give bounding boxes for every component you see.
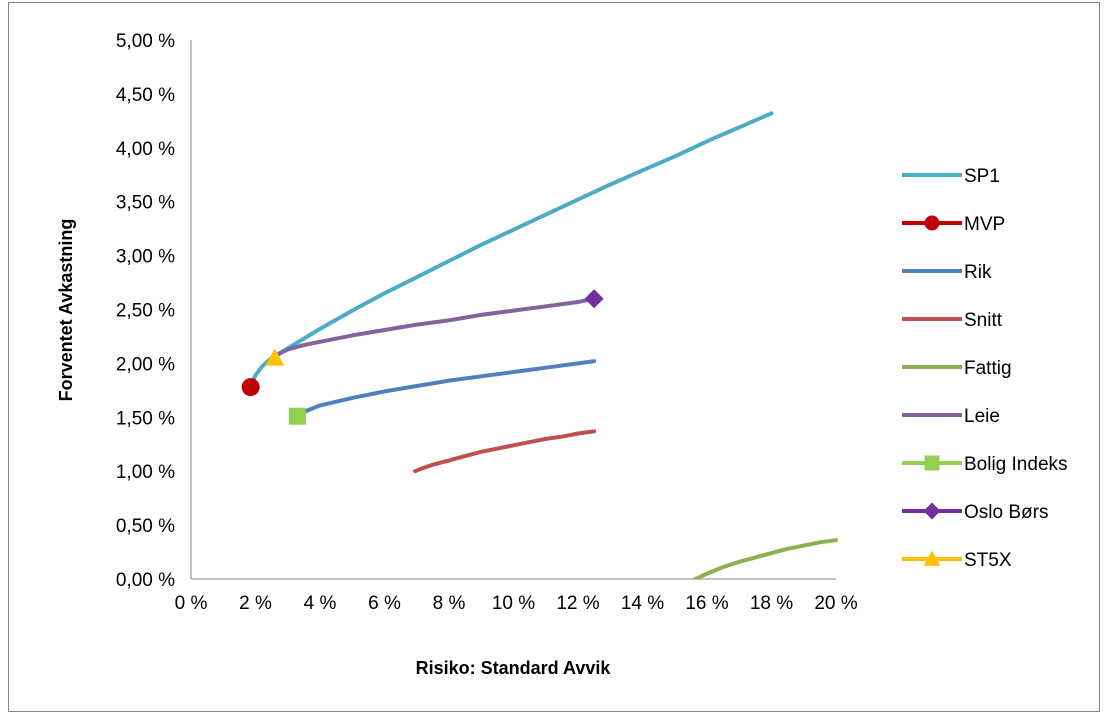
legend-label-st5x: ST5X (964, 550, 1012, 571)
x-tick-label: 12 % (556, 593, 599, 614)
y-tick-label: 4,50 % (116, 85, 175, 106)
x-tick-label: 10 % (492, 593, 535, 614)
series-line-leie (272, 296, 597, 359)
x-axis-title: Risiko: Standard Avvik (416, 658, 612, 678)
series-line-sp1 (248, 111, 774, 390)
x-tick-label: 0 % (175, 593, 208, 614)
y-tick-label: 2,50 % (116, 301, 175, 322)
y-tick-label: 1,00 % (116, 462, 175, 483)
legend-label-oslo-b-rs: Oslo Børs (964, 502, 1048, 523)
x-tick-label: 16 % (685, 593, 728, 614)
x-tick-label: 20 % (814, 593, 857, 614)
legend-label-fattig: Fattig (964, 358, 1012, 379)
legend-label-snitt: Snitt (964, 310, 1003, 331)
x-tick-label: 18 % (750, 593, 793, 614)
tick-labels: 0 % 2 % 4 % 6 % 8 % 10 % 12 % 14 % 16 % 18 % 20 % 0… (116, 31, 858, 614)
y-tick-label: 5,00 % (116, 31, 175, 52)
y-tick-label: 3,50 % (116, 193, 175, 214)
marker-bolig-indeks (288, 407, 306, 425)
marker-mvp (241, 378, 260, 397)
series-line-rik (295, 359, 597, 419)
marker-st5x (265, 348, 285, 366)
y-tick-label: 0,00 % (116, 570, 175, 591)
x-tick-label: 8 % (433, 593, 466, 614)
legend: SP1 MVP Rik Snitt Fattig Leie Bolig Indeks Oslo… (902, 166, 1068, 571)
y-tick-label: 4,00 % (116, 139, 175, 160)
legend-marker-mvp (924, 215, 940, 231)
legend-marker-st5x (923, 550, 941, 566)
legend-label-sp1: SP1 (964, 166, 1000, 187)
legend-label-leie: Leie (964, 406, 1000, 427)
legend-label-mvp: MVP (964, 214, 1005, 235)
marker-oslo-b-rs (584, 289, 604, 309)
series (241, 111, 838, 579)
y-tick-label: 3,00 % (116, 247, 175, 268)
x-tick-label: 6 % (368, 593, 401, 614)
chart-svg: 0 % 2 % 4 % 6 % 8 % 10 % 12 % 14 % 16 % 18 % 20 % 0… (56, 31, 1068, 678)
legend-marker-oslo-b-rs (923, 502, 941, 520)
series-line-fattig (690, 538, 838, 579)
y-tick-label: 0,50 % (116, 516, 175, 537)
legend-label-bolig-indeks: Bolig Indeks (964, 454, 1068, 475)
x-tick-label: 4 % (304, 593, 337, 614)
series-line-snitt (413, 429, 597, 474)
x-tick-label: 2 % (239, 593, 272, 614)
legend-label-rik: Rik (964, 262, 992, 283)
x-tick-label: 14 % (621, 593, 664, 614)
y-tick-label: 1,50 % (116, 408, 175, 429)
axes (190, 40, 836, 580)
y-axis-title: Forventet Avkastning (56, 219, 76, 402)
chart-area: 0 % 2 % 4 % 6 % 8 % 10 % 12 % 14 % 16 % 18 % 20 % 0… (8, 2, 1100, 712)
y-tick-label: 2,00 % (116, 354, 175, 375)
legend-marker-bolig-indeks (924, 455, 940, 471)
